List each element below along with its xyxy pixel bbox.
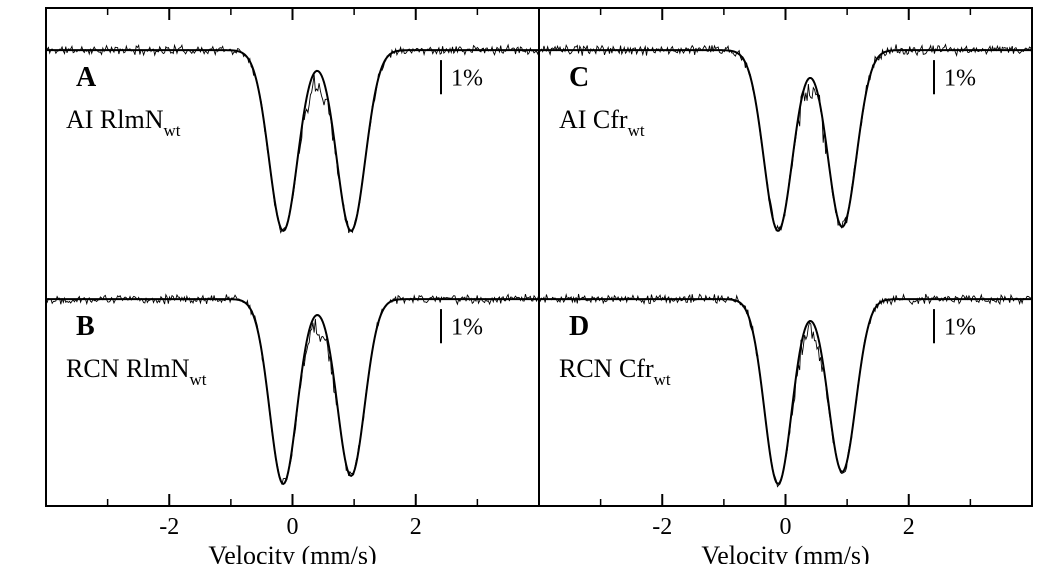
x-tick-label: -2 [652, 514, 672, 540]
x-axis-label: Velocity (mm/s) [701, 541, 869, 564]
x-axis-label: Velocity (mm/s) [208, 541, 376, 564]
scale-bar-label: 1% [451, 66, 483, 92]
x-tick-label: 2 [410, 514, 422, 540]
panel-sample-label: RCN Cfrwt [559, 354, 671, 389]
panel-letter: B [76, 311, 95, 342]
panel-c: C AI Cfrwt 1% [539, 44, 1032, 231]
scale-bar-label: 1% [944, 315, 976, 341]
panel-d: D RCN Cfrwt 1% [539, 294, 1032, 487]
panel-sample-label: AI RlmNwt [66, 105, 181, 140]
figure-container: -202Velocity (mm/s)-202Velocity (mm/s)AA… [0, 0, 1050, 564]
panel-sample-label: RCN RlmNwt [66, 354, 207, 389]
x-tick-label: 2 [903, 514, 915, 540]
x-tick-label: 0 [780, 514, 792, 540]
panel-letter: A [76, 62, 97, 93]
scale-bar-label: 1% [944, 66, 976, 92]
panel-letter: C [569, 62, 589, 93]
panel-letter: D [569, 311, 589, 342]
x-tick-label: 0 [287, 514, 299, 540]
panel-b: B RCN RlmNwt 1% [46, 294, 539, 484]
figure-svg: -202Velocity (mm/s)-202Velocity (mm/s)AA… [0, 0, 1050, 564]
panel-sample-label: AI Cfrwt [559, 105, 645, 140]
scale-bar-label: 1% [451, 315, 483, 341]
panel-a: A AI RlmNwt 1% [46, 45, 539, 233]
x-tick-label: -2 [159, 514, 179, 540]
